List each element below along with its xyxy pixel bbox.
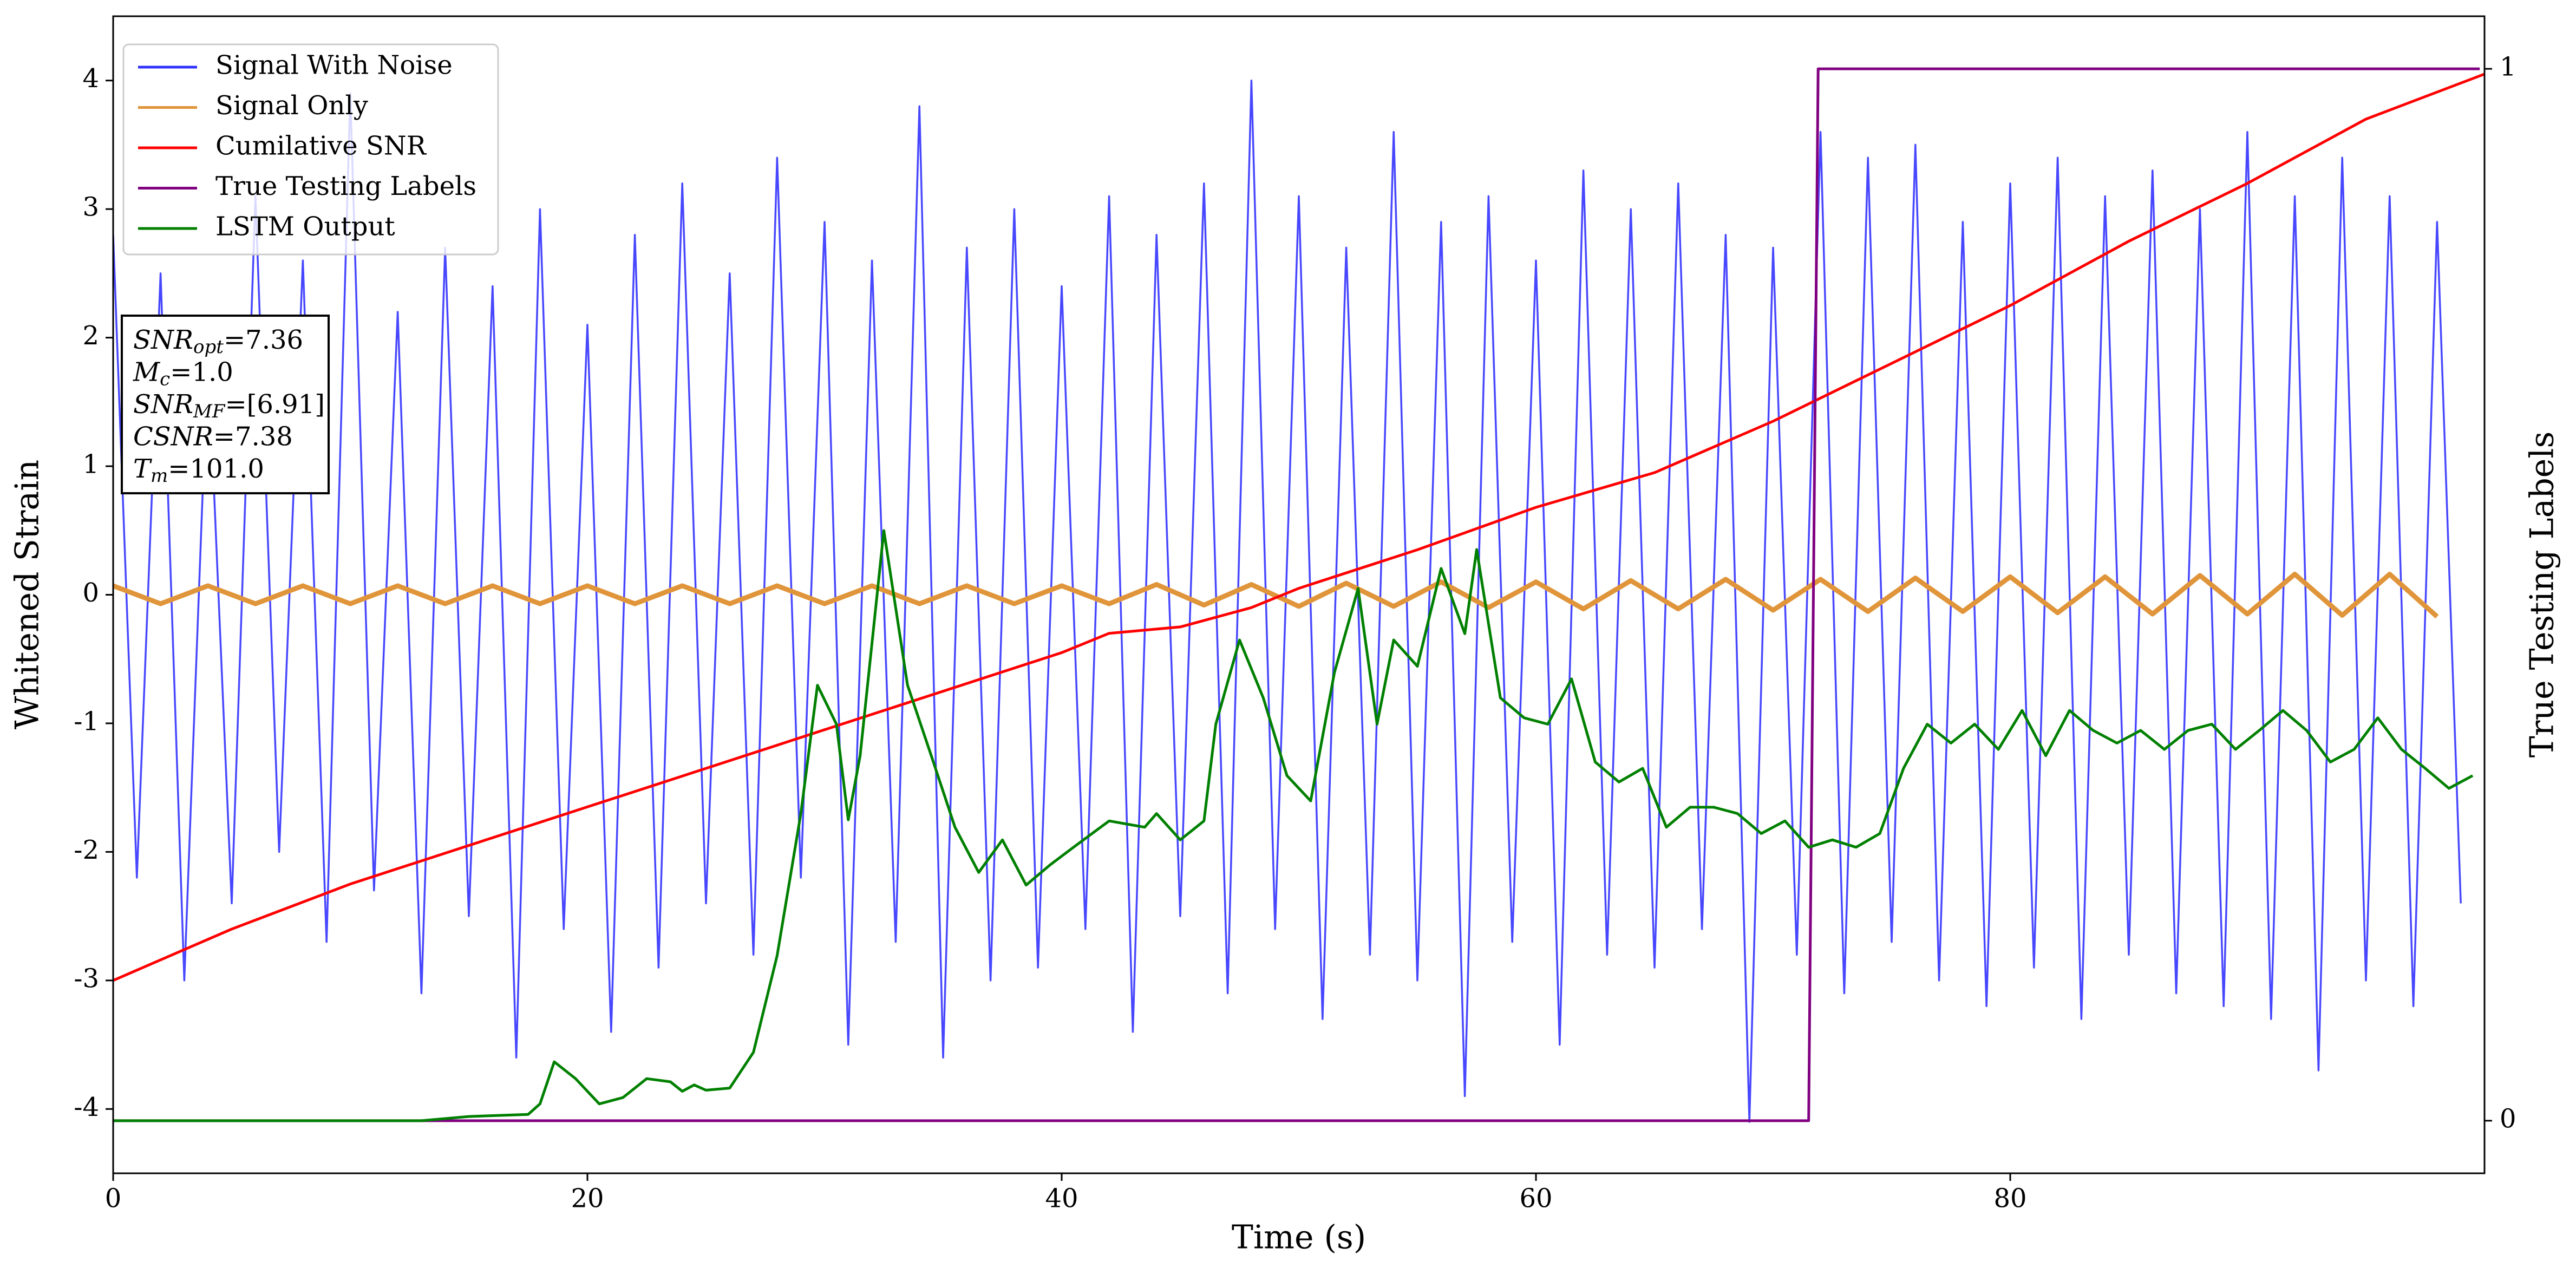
annotation-value: =101.0 — [168, 454, 264, 484]
x-tick-label: 40 — [1045, 1184, 1078, 1214]
legend-label: Signal Only — [215, 90, 368, 121]
series-line — [113, 79, 2462, 1123]
legend-box — [122, 43, 499, 256]
annotation-line: SNRopt=7.36 — [133, 325, 303, 358]
annotation-value: =7.38 — [213, 421, 293, 452]
y-tick-label: 2 — [82, 321, 99, 351]
annotation-symbol: SNR — [133, 325, 193, 355]
legend-label: LSTM Output — [215, 212, 395, 242]
series-line — [113, 529, 2474, 1122]
annotation-subscript: MF — [193, 401, 226, 422]
y2-tick-label: 0 — [2500, 1103, 2516, 1134]
annotation-subscript: c — [160, 369, 170, 390]
annotation-symbol: M — [133, 357, 161, 387]
series-line — [113, 67, 2480, 1122]
y-tick-label: 0 — [82, 578, 99, 608]
x-tick-label: 80 — [1993, 1184, 2026, 1214]
x-tick-label: 20 — [571, 1184, 604, 1214]
annotation-value: =[6.91] — [225, 389, 325, 420]
y-tick-label: 4 — [82, 63, 99, 94]
y2-tick-label: 1 — [2500, 52, 2516, 82]
annotation-value: =7.36 — [224, 325, 303, 355]
annotation-line: Mc=1.0 — [133, 357, 233, 390]
legend-label: Signal With Noise — [215, 50, 453, 81]
x-tick-label: 0 — [105, 1184, 122, 1214]
annotation-value: =1.0 — [170, 357, 233, 387]
y-tick-label: -2 — [74, 835, 99, 865]
legend-label: True Testing Labels — [215, 171, 476, 201]
y-tick-label: 1 — [82, 449, 99, 480]
annotation-symbol: T — [133, 454, 152, 484]
legend-label: Cumilative SNR — [215, 131, 427, 161]
annotation-symbol: SNR — [133, 389, 193, 420]
y-tick-label: 3 — [82, 192, 99, 223]
y2-axis-label: True Testing Labels — [2523, 432, 2561, 758]
annotation-box: SNRopt=7.36Mc=1.0SNRMF=[6.91]CSNR=7.38Tm… — [121, 315, 330, 494]
legend: Signal With Noise Signal Only Cumilative S… — [122, 43, 499, 256]
y-tick-label: -3 — [74, 963, 99, 994]
x-tick-label: 60 — [1519, 1184, 1552, 1214]
annotation-line: CSNR=7.38 — [133, 421, 293, 452]
annotation-subscript: opt — [193, 336, 224, 358]
series-line — [113, 572, 2439, 619]
annotation-line: SNRMF=[6.91] — [133, 389, 325, 423]
y-tick-label: -1 — [74, 706, 99, 736]
annotation-subscript: m — [151, 465, 168, 487]
y-tick-label: -4 — [74, 1092, 99, 1122]
plot-area — [113, 67, 2485, 1123]
series-line — [113, 73, 2485, 982]
annotation-symbol: CSNR — [133, 421, 213, 452]
annotation-frame — [121, 315, 330, 494]
annotation-line: Tm=101.0 — [133, 454, 264, 487]
y-axis-label: Whitened Strain — [9, 460, 47, 729]
x-axis-label: Time (s) — [1232, 1219, 1366, 1257]
